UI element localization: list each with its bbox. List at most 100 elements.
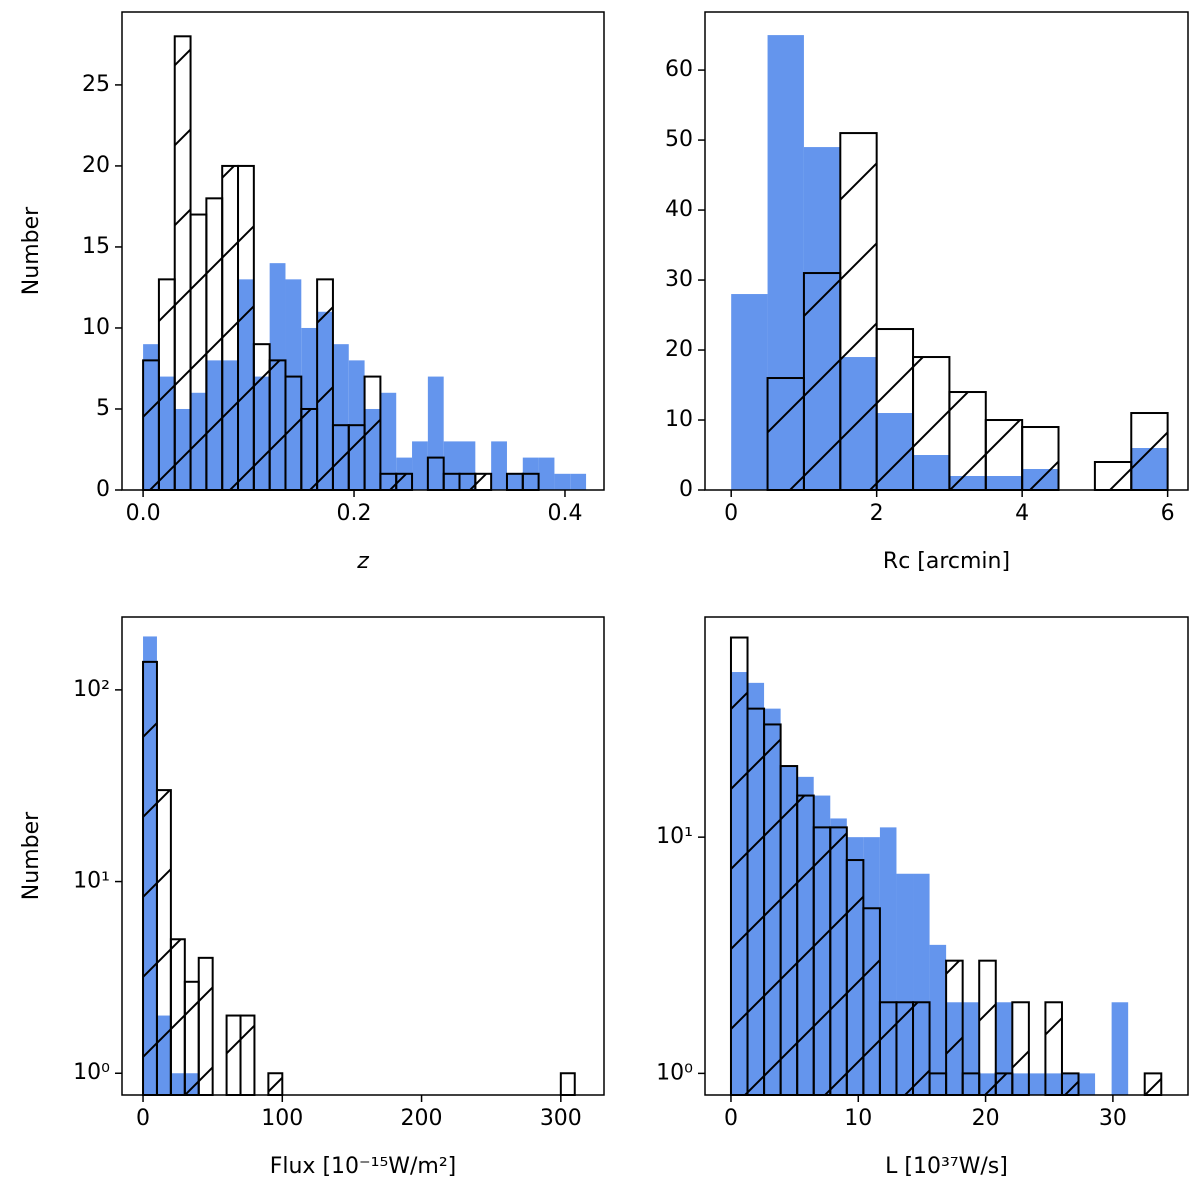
y-tick-label: 10⁰ (656, 1060, 693, 1085)
bar (862, 907, 881, 1096)
bar (554, 473, 571, 490)
bar (1028, 1073, 1046, 1095)
x-axis-label: z (356, 549, 369, 574)
bar (912, 356, 951, 492)
bar (928, 1072, 948, 1096)
bar (284, 375, 303, 491)
bar (984, 419, 1024, 492)
bar (1111, 1002, 1129, 1095)
bar (157, 278, 176, 491)
y-tick-label: 15 (82, 234, 110, 259)
bar (142, 359, 160, 492)
bar (331, 424, 350, 491)
bar (812, 826, 832, 1097)
bar (559, 1072, 576, 1097)
bar (766, 377, 805, 492)
bar (267, 1072, 284, 1097)
axes-frame (121, 11, 605, 491)
y-axis-label: Number (19, 811, 44, 900)
bar (929, 944, 947, 1095)
bar (395, 472, 414, 491)
x-axis-label: Rc [arcmin] (883, 549, 1010, 574)
bar (729, 636, 749, 1097)
bar (197, 956, 214, 1096)
x-tick-label: 0 (724, 501, 738, 526)
axes-frame (704, 11, 1189, 491)
bar (491, 441, 507, 490)
bar (363, 375, 382, 491)
bar (474, 472, 493, 491)
bar (316, 278, 334, 491)
bar (379, 472, 398, 491)
x-tick-label: 4 (1015, 501, 1029, 526)
x-tick-label: 100 (261, 1106, 303, 1131)
axes-frame (704, 616, 1189, 1096)
y-tick-label: 10⁰ (73, 1060, 110, 1085)
bar (1060, 1072, 1080, 1096)
x-tick-label: 0.4 (547, 501, 582, 526)
x-tick-label: 10 (844, 1106, 872, 1131)
bar (1011, 1001, 1030, 1096)
x-tick-label: 6 (1161, 501, 1175, 526)
y-tick-label: 5 (96, 396, 110, 421)
bar (268, 359, 287, 492)
bar (961, 1072, 981, 1096)
bar (442, 472, 461, 491)
y-tick-label: 10 (82, 315, 110, 340)
bar (252, 343, 271, 491)
bar (839, 132, 878, 491)
y-tick-label: 20 (665, 337, 693, 362)
bar (1130, 412, 1169, 492)
bar (878, 1001, 898, 1096)
y-tick-label: 0 (679, 477, 693, 502)
bar (380, 392, 397, 490)
bar (1044, 1001, 1063, 1096)
bar (875, 328, 915, 491)
bar (155, 789, 172, 1096)
bar (426, 456, 445, 492)
bar (300, 407, 319, 492)
bar (1143, 1072, 1163, 1096)
bar (205, 197, 224, 491)
bar (802, 272, 842, 491)
bar (570, 473, 587, 490)
bar (731, 294, 768, 490)
bar (237, 164, 255, 492)
bar (962, 1002, 980, 1095)
bar (978, 959, 997, 1097)
x-axis-label: Flux [10⁻¹⁵W/m²] (270, 1154, 457, 1179)
y-tick-label: 0 (96, 477, 110, 502)
axes-frame (121, 616, 605, 1096)
bar (845, 859, 865, 1096)
x-tick-label: 2 (870, 501, 884, 526)
bar (948, 391, 987, 492)
bar (1078, 1073, 1096, 1095)
y-tick-label: 25 (82, 72, 110, 97)
bar (829, 826, 848, 1097)
y-tick-label: 60 (665, 57, 693, 82)
bar (239, 1014, 256, 1097)
bar (912, 1001, 931, 1096)
bar (746, 707, 766, 1096)
bar (538, 457, 555, 490)
bar (1021, 426, 1060, 492)
bar (1093, 461, 1133, 492)
bar (779, 765, 799, 1096)
x-tick-label: 300 (540, 1106, 582, 1131)
bar (895, 1001, 915, 1096)
y-tick-label: 10 (665, 407, 693, 432)
bar (994, 1072, 1014, 1096)
x-tick-label: 20 (972, 1106, 1000, 1131)
bar (412, 441, 428, 490)
y-tick-label: 40 (665, 197, 693, 222)
x-tick-label: 200 (401, 1106, 443, 1131)
bar (189, 213, 208, 492)
y-tick-label: 10¹ (73, 869, 110, 894)
bar (995, 1002, 1013, 1095)
bar (458, 472, 477, 491)
bar (945, 959, 964, 1097)
x-tick-label: 0 (136, 1106, 150, 1131)
x-tick-label: 0.0 (126, 501, 161, 526)
x-tick-label: 30 (1099, 1106, 1127, 1131)
